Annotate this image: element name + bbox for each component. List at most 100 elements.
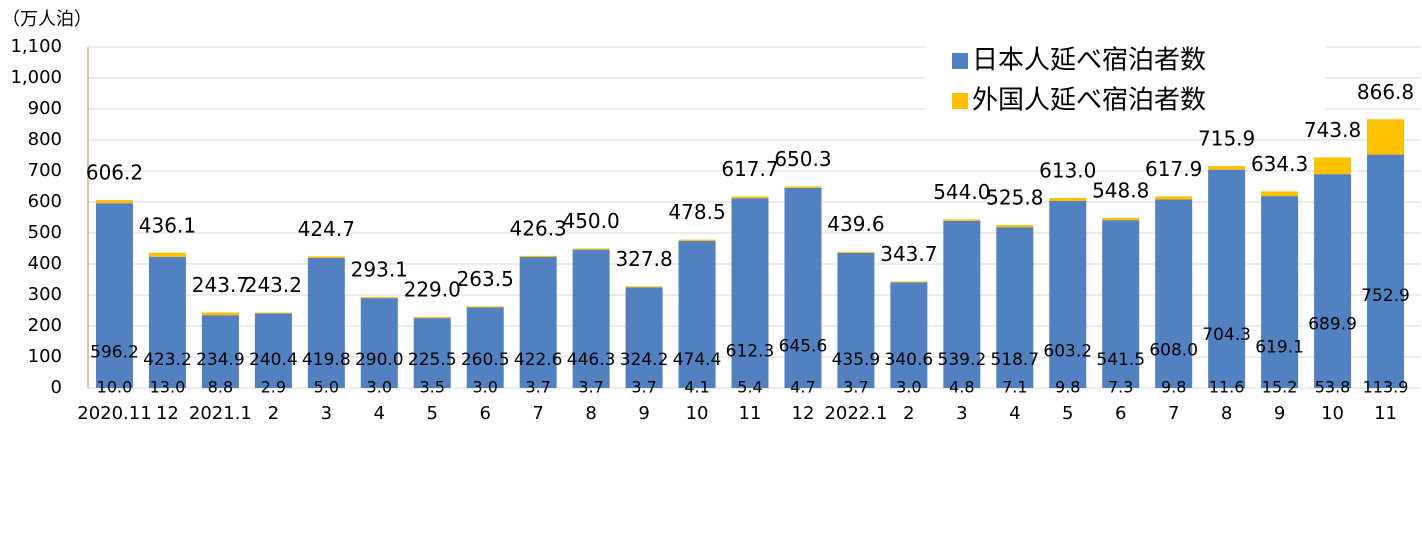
value-label: 3.0 bbox=[472, 378, 497, 397]
value-label: 596.2 bbox=[90, 342, 139, 362]
total-label: 650.3 bbox=[774, 147, 831, 171]
value-label: 290.0 bbox=[355, 350, 404, 370]
value-label: 645.6 bbox=[779, 336, 828, 356]
total-label: 327.8 bbox=[615, 247, 672, 271]
value-label: 422.6 bbox=[514, 350, 563, 370]
y-tick-label: 100 bbox=[28, 346, 62, 367]
bar-segment bbox=[148, 256, 186, 388]
bar-segment bbox=[943, 219, 981, 221]
x-tick-label: 2022.1 bbox=[824, 403, 887, 424]
bar-segment bbox=[1261, 191, 1299, 197]
total-label: 263.5 bbox=[457, 267, 514, 291]
bar-segment bbox=[996, 225, 1034, 228]
value-label: 619.1 bbox=[1255, 337, 1304, 357]
total-label: 606.2 bbox=[86, 161, 143, 185]
bar-segment bbox=[148, 252, 186, 257]
x-tick-label: 9 bbox=[638, 403, 649, 424]
value-label: 435.9 bbox=[832, 350, 881, 370]
value-label: 9.8 bbox=[1161, 378, 1186, 397]
bar-segment bbox=[360, 297, 398, 299]
value-label: 53.8 bbox=[1315, 378, 1351, 397]
bar-segment bbox=[837, 251, 875, 253]
x-tick-label: 7 bbox=[532, 403, 543, 424]
x-tick-label: 6 bbox=[1115, 403, 1126, 424]
x-tick-label: 2 bbox=[268, 403, 279, 424]
y-tick-label: 200 bbox=[28, 315, 62, 336]
bar-segment bbox=[1049, 201, 1087, 388]
total-label: 450.0 bbox=[562, 209, 619, 233]
bar-segment bbox=[1261, 196, 1299, 388]
value-label: 423.2 bbox=[143, 350, 192, 370]
value-label: 10.0 bbox=[97, 378, 133, 397]
bar-segment bbox=[360, 298, 398, 388]
value-label: 113.9 bbox=[1363, 378, 1409, 397]
bar-segment bbox=[519, 256, 557, 388]
bar-segment bbox=[1367, 119, 1405, 155]
bar-segment bbox=[784, 186, 822, 188]
value-label: 603.2 bbox=[1043, 341, 1092, 361]
x-tick-label: 2021.1 bbox=[189, 403, 252, 424]
bar-segment bbox=[95, 203, 133, 388]
total-label: 548.8 bbox=[1092, 178, 1149, 202]
legend-swatch bbox=[952, 53, 968, 69]
value-label: 3.5 bbox=[420, 378, 445, 397]
bar-segment bbox=[784, 187, 822, 388]
total-label: 439.6 bbox=[827, 212, 884, 236]
value-label: 446.3 bbox=[567, 350, 616, 370]
y-tick-label: 500 bbox=[28, 222, 62, 243]
bar-segment bbox=[413, 317, 451, 319]
value-label: 340.6 bbox=[885, 350, 934, 370]
bar-segment bbox=[731, 198, 769, 388]
bar-segment bbox=[466, 307, 504, 388]
bar-segment bbox=[678, 239, 716, 241]
bar-segment bbox=[201, 315, 239, 388]
bar-segment bbox=[254, 312, 292, 314]
legend-swatch bbox=[952, 93, 968, 109]
y-tick-label: 600 bbox=[28, 191, 62, 212]
value-label: 3.7 bbox=[631, 378, 656, 397]
value-label: 3.7 bbox=[525, 378, 550, 397]
value-label: 474.4 bbox=[673, 350, 722, 370]
x-tick-label: 3 bbox=[956, 403, 967, 424]
bar-segment bbox=[731, 196, 769, 199]
bar-segment bbox=[307, 256, 345, 258]
value-label: 3.7 bbox=[578, 378, 603, 397]
value-label: 260.5 bbox=[461, 350, 510, 370]
value-label: 752.9 bbox=[1361, 286, 1410, 306]
value-label: 11.6 bbox=[1209, 378, 1245, 397]
x-tick-label: 10 bbox=[686, 403, 709, 424]
value-label: 419.8 bbox=[302, 350, 351, 370]
y-tick-label: 800 bbox=[28, 129, 62, 150]
value-label: 4.7 bbox=[790, 378, 815, 397]
bar-segment bbox=[95, 200, 133, 204]
value-label: 608.0 bbox=[1149, 341, 1198, 361]
value-label: 9.8 bbox=[1055, 378, 1080, 397]
value-label: 7.1 bbox=[1002, 378, 1027, 397]
x-tick-label: 7 bbox=[1168, 403, 1179, 424]
bar-segment bbox=[1314, 174, 1352, 388]
value-label: 4.1 bbox=[684, 378, 709, 397]
total-label: 634.3 bbox=[1251, 152, 1308, 176]
value-label: 5.4 bbox=[737, 378, 762, 397]
x-tick-label: 2 bbox=[903, 403, 914, 424]
value-label: 13.0 bbox=[150, 378, 186, 397]
y-tick-label: 900 bbox=[28, 98, 62, 119]
value-label: 5.0 bbox=[314, 378, 339, 397]
bar-segment bbox=[466, 306, 504, 308]
x-tick-label: 5 bbox=[1062, 403, 1073, 424]
bar-segment bbox=[1049, 197, 1087, 202]
value-label: 612.3 bbox=[726, 341, 775, 361]
bar-segment bbox=[1102, 220, 1140, 388]
bar-segment bbox=[625, 287, 663, 388]
total-label: 478.5 bbox=[668, 200, 725, 224]
x-tick-label: 4 bbox=[374, 403, 385, 424]
total-label: 544.0 bbox=[933, 180, 990, 204]
total-label: 243.7 bbox=[192, 273, 249, 297]
total-label: 243.2 bbox=[245, 273, 302, 297]
value-label: 225.5 bbox=[408, 350, 457, 370]
bar-segment bbox=[1155, 196, 1193, 200]
bar-segment bbox=[572, 249, 610, 388]
y-tick-label: 700 bbox=[28, 160, 62, 181]
total-label: 613.0 bbox=[1039, 158, 1096, 182]
bar-segment bbox=[996, 227, 1034, 388]
